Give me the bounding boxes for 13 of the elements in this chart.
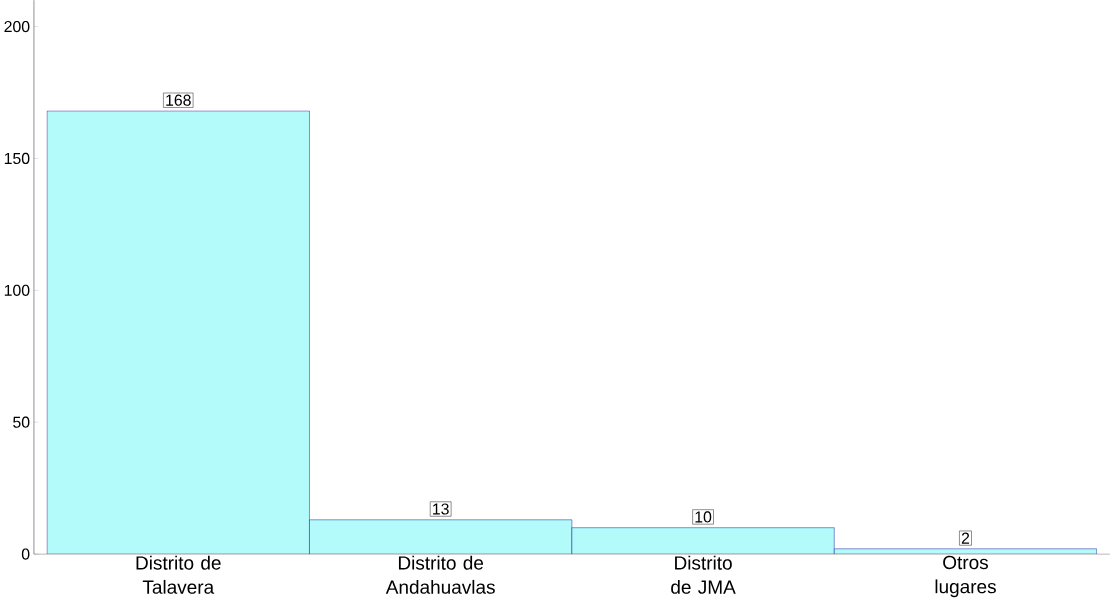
data-label: 168 <box>166 94 191 106</box>
x-tick-label: Otros lugares <box>935 555 996 598</box>
x-tick-label: Distrito de JMA <box>671 555 736 594</box>
data-label: 10 <box>695 511 712 523</box>
data-label: 2 <box>961 532 970 544</box>
y-tick-label: 50 <box>13 416 30 428</box>
x-tick-label: Distrito de Andahuavlas <box>385 555 495 594</box>
y-tick-label: 200 <box>4 21 30 33</box>
data-label: 13 <box>433 503 449 515</box>
y-tick-label: 0 <box>21 548 30 560</box>
y-tick-label: 150 <box>4 152 30 165</box>
x-tick-label: Distrito de Talavera <box>136 555 221 594</box>
y-tick-label: 100 <box>4 284 30 297</box>
